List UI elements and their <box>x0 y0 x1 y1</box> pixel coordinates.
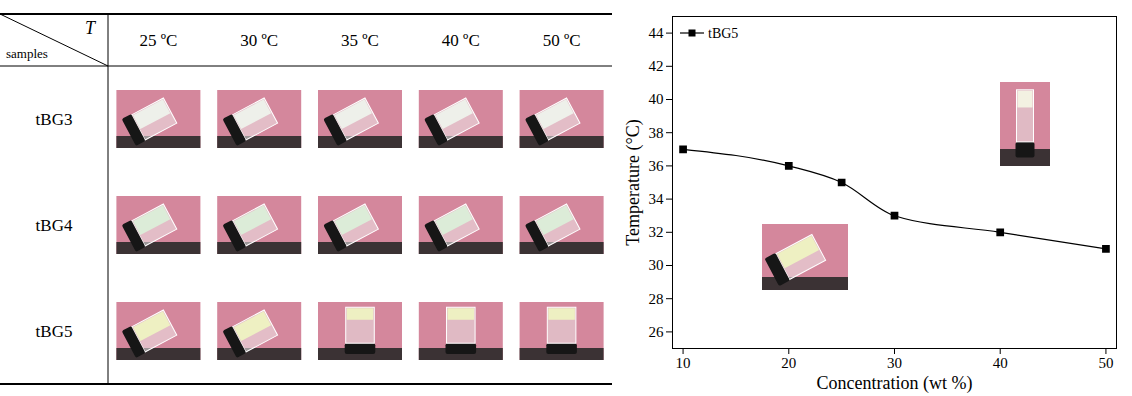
svg-text:40 ºC: 40 ºC <box>442 31 480 50</box>
svg-text:10: 10 <box>676 355 691 371</box>
svg-text:tBG5: tBG5 <box>36 322 73 341</box>
svg-text:30: 30 <box>649 257 664 273</box>
svg-text:40: 40 <box>649 91 664 107</box>
svg-text:50: 50 <box>1098 355 1113 371</box>
svg-text:samples: samples <box>6 46 48 61</box>
svg-text:32: 32 <box>649 224 664 240</box>
svg-text:tBG4: tBG4 <box>36 216 73 235</box>
svg-text:34: 34 <box>649 191 665 207</box>
svg-text:25 ºC: 25 ºC <box>139 31 177 50</box>
svg-text:T: T <box>85 18 97 38</box>
svg-text:50 ºC: 50 ºC <box>543 31 581 50</box>
svg-text:Temperature (°C): Temperature (°C) <box>623 119 644 245</box>
svg-text:36: 36 <box>649 158 665 174</box>
svg-text:44: 44 <box>649 25 665 41</box>
svg-text:35 ºC: 35 ºC <box>341 31 379 50</box>
svg-text:tBG5: tBG5 <box>708 26 738 41</box>
svg-text:40: 40 <box>993 355 1008 371</box>
svg-text:30: 30 <box>887 355 902 371</box>
svg-text:38: 38 <box>649 125 664 141</box>
svg-text:tBG3: tBG3 <box>36 110 73 129</box>
svg-text:28: 28 <box>649 291 664 307</box>
svg-text:Concentration (wt %): Concentration (wt %) <box>817 373 973 394</box>
svg-text:26: 26 <box>649 324 665 340</box>
svg-text:42: 42 <box>649 58 664 74</box>
svg-text:30 ºC: 30 ºC <box>240 31 278 50</box>
svg-text:20: 20 <box>781 355 796 371</box>
